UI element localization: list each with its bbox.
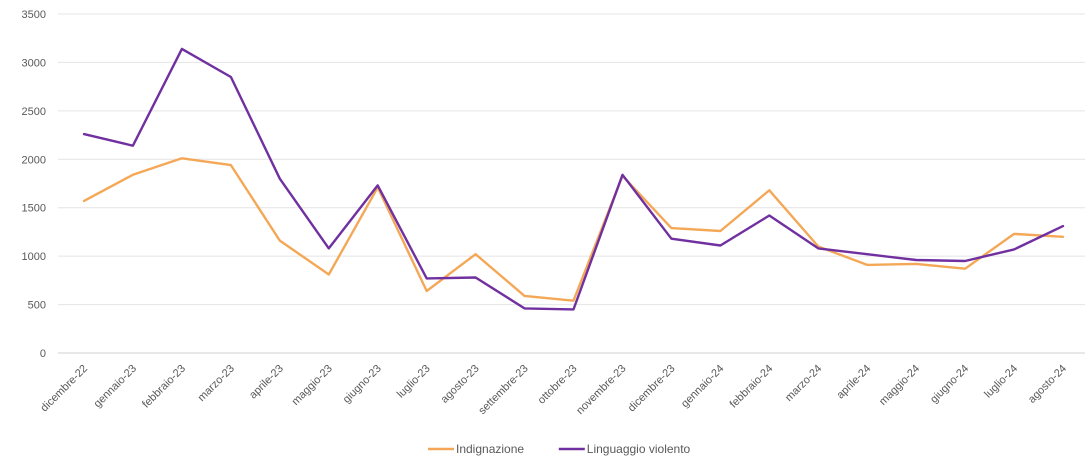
y-axis-ticks: 0 500 1000 1500 2000 2500 3000 3500 (22, 9, 46, 360)
y-tick-label-3000: 3000 (22, 57, 46, 69)
x-tick-label-giugno-24: giugno-24 (928, 363, 971, 406)
legend-label-0: Indignazione (456, 442, 524, 456)
legend-item-0: Indignazione (428, 442, 524, 456)
y-tick-label-2500: 2500 (22, 106, 46, 118)
x-tick-label-marzo-24: marzo-24 (783, 363, 824, 404)
series-linguaggio-violento (84, 49, 1063, 310)
y-tick-label-2000: 2000 (22, 154, 46, 166)
x-tick-label-maggio-24: maggio-24 (877, 363, 922, 408)
x-tick-label-aprile-23: aprile-23 (247, 363, 286, 402)
legend-label-1: Linguaggio violento (587, 442, 691, 456)
x-tick-label-luglio-24: luglio-24 (982, 363, 1020, 401)
x-tick-label-febbraio-24: febbraio-24 (728, 363, 776, 411)
x-tick-label-gennaio-23: gennaio-23 (92, 363, 139, 410)
series-line-0 (84, 158, 1063, 300)
y-tick-label-500: 500 (28, 300, 46, 312)
x-tick-label-gennaio-24: gennaio-24 (679, 363, 726, 410)
x-tick-label-maggio-23: maggio-23 (290, 363, 335, 408)
y-tick-label-1500: 1500 (22, 203, 46, 215)
y-tick-label-3500: 3500 (22, 9, 46, 21)
series-line-1 (84, 49, 1063, 310)
x-tick-label-marzo-23: marzo-23 (196, 363, 237, 404)
x-tick-label-ottobre-23: ottobre-23 (536, 363, 580, 407)
series-indignazione (84, 158, 1063, 300)
x-tick-label-giugno-23: giugno-23 (341, 363, 384, 406)
x-tick-label-aprile-24: aprile-24 (835, 363, 874, 402)
y-tick-label-1000: 1000 (22, 251, 46, 263)
legend: Indignazione Linguaggio violento (428, 442, 691, 456)
legend-item-1: Linguaggio violento (559, 442, 691, 456)
x-tick-label-novembre-23: novembre-23 (574, 363, 628, 417)
x-tick-label-febbraio-23: febbraio-23 (140, 363, 188, 411)
x-tick-label-dicembre-23: dicembre-23 (626, 363, 678, 415)
x-tick-label-agosto-24: agosto-24 (1026, 363, 1069, 406)
x-tick-label-agosto-23: agosto-23 (439, 363, 482, 406)
series-lines (84, 49, 1063, 310)
x-tick-label-dicembre-22: dicembre-22 (38, 363, 90, 415)
x-tick-label-luglio-23: luglio-23 (395, 363, 433, 401)
y-tick-label-0: 0 (40, 348, 46, 360)
x-tick-label-settembre-23: settembre-23 (476, 363, 530, 417)
